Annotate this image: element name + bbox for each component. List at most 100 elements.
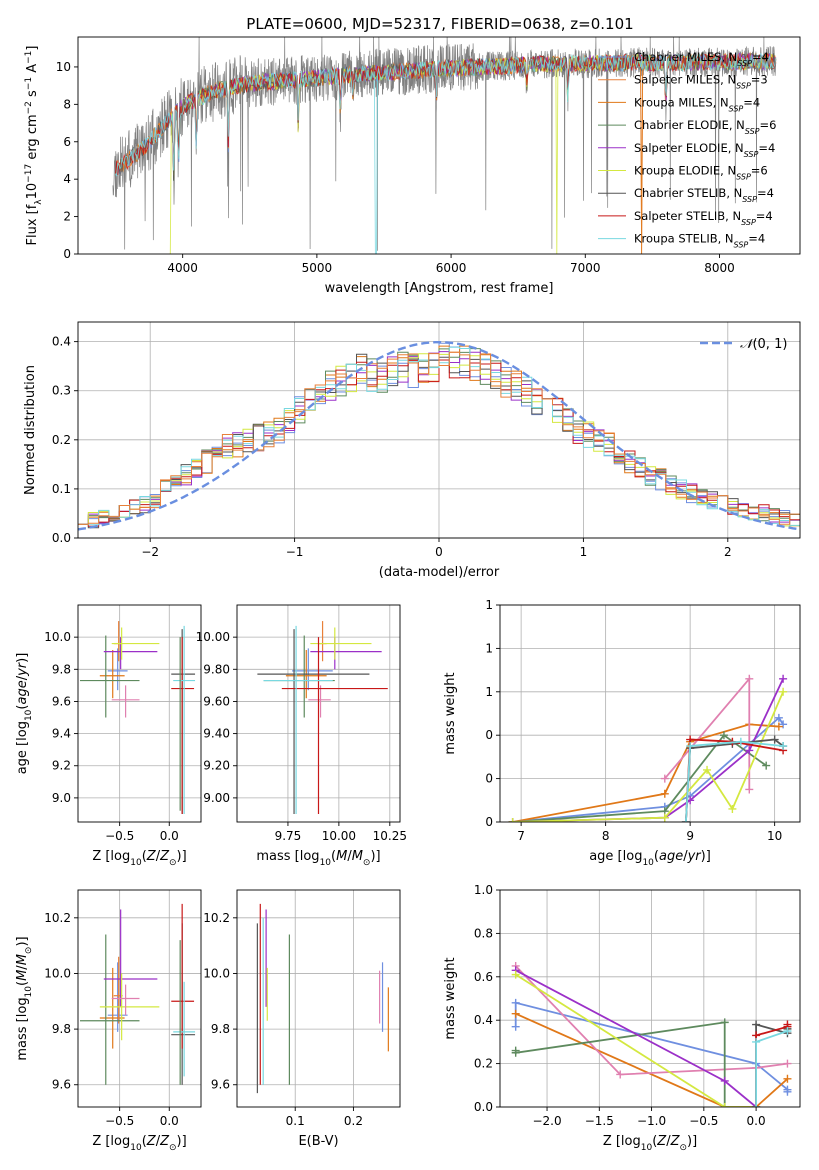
x-tick-label: 9.75 bbox=[275, 829, 302, 843]
y-tick-label: 9.40 bbox=[203, 727, 230, 741]
spectrum-title: PLATE=0600, MJD=52317, FIBERID=0638, z=0… bbox=[246, 15, 633, 33]
axes-frame bbox=[77, 604, 202, 823]
y-tick-label: 1.0 bbox=[474, 883, 493, 897]
y-tick-label: 4 bbox=[63, 172, 71, 186]
x-tick-label: 10.25 bbox=[373, 829, 407, 843]
y-tick-label: 10 bbox=[56, 60, 71, 74]
mass-weight-marker bbox=[511, 1022, 520, 1031]
x-tick-label: 9 bbox=[686, 829, 694, 843]
mass-weight-marker bbox=[779, 720, 788, 729]
y-tick-label: 0.1 bbox=[52, 482, 71, 496]
legend-normal-label: 𝒩(0, 1) bbox=[740, 337, 787, 352]
mass-weight-line bbox=[685, 740, 784, 822]
mass-weight-marker bbox=[681, 818, 690, 822]
x-axis-label: Z [log10(Z/Z⊙)] bbox=[603, 1134, 697, 1153]
legend-label: Chabrier STELIB, NSSP=4 bbox=[634, 186, 774, 204]
axes-frame bbox=[236, 604, 401, 823]
mass-weight-marker bbox=[752, 1103, 761, 1107]
mass-weight-marker bbox=[720, 1103, 729, 1107]
mass-weight-marker bbox=[660, 789, 669, 798]
mass-weight-marker bbox=[660, 774, 669, 783]
y-tick-label: 10.0 bbox=[44, 630, 71, 644]
legend-label: Kroupa ELODIE, NSSP=6 bbox=[634, 164, 768, 182]
mass-weight-line bbox=[512, 733, 767, 822]
plot-area bbox=[256, 903, 389, 1094]
x-tick-label: −2.0 bbox=[532, 1114, 561, 1128]
x-tick-label: 8 bbox=[602, 829, 610, 843]
mass-weight-marker bbox=[762, 761, 771, 770]
x-axis-label: wavelength [Angstrom, rest frame] bbox=[325, 281, 554, 296]
mass-weight-marker bbox=[686, 742, 695, 751]
y-tick-label: 9.8 bbox=[52, 1022, 71, 1036]
y-tick-label: 0 bbox=[485, 728, 493, 742]
y-tick-label: 9.4 bbox=[52, 727, 71, 741]
plot-area bbox=[511, 961, 792, 1107]
axes-frame bbox=[499, 889, 801, 1108]
y-tick-label: 0.4 bbox=[52, 335, 71, 349]
residual-histogram-salpeter-miles bbox=[78, 351, 800, 525]
x-axis-label: mass [log10(M/M⊙)] bbox=[256, 849, 380, 868]
model-spectrum-kroupa-stelib bbox=[115, 53, 777, 254]
x-tick-label: −0.5 bbox=[105, 829, 134, 843]
y-tick-label: 9.6 bbox=[52, 694, 71, 708]
x-tick-label: 0.0 bbox=[160, 1114, 179, 1128]
mass-weight-marker bbox=[752, 1020, 761, 1029]
mass-weight-marker bbox=[616, 1070, 625, 1079]
x-tick-label: 8000 bbox=[704, 261, 735, 275]
y-tick-label: 6 bbox=[63, 135, 71, 149]
mass-weight-vs-age-panel: 7 8 9 10 0 0 0 1 1 1 age [log10(age/yr)] mass weigh… bbox=[443, 598, 801, 868]
mass-weight-marker bbox=[720, 1076, 729, 1085]
mass-weight-line bbox=[512, 716, 784, 822]
mass-weight-marker bbox=[720, 1018, 729, 1027]
y-tick-label: 9.80 bbox=[203, 662, 230, 676]
x-axis-label: (data-model)/error bbox=[379, 565, 500, 580]
y-tick-label: 0.4 bbox=[474, 1013, 493, 1027]
mass-weight-marker bbox=[770, 735, 779, 744]
x-tick-label: 0.0 bbox=[747, 1114, 766, 1128]
legend-label: Chabrier ELODIE, NSSP=6 bbox=[634, 118, 776, 136]
x-axis-label: Z [log10(Z/Z⊙)] bbox=[92, 849, 186, 868]
y-tick-label: 9.6 bbox=[211, 1078, 230, 1092]
y-tick-label: 9.00 bbox=[203, 791, 230, 805]
x-tick-label: −1 bbox=[286, 545, 304, 559]
mass-weight-marker bbox=[703, 765, 712, 774]
x-tick-label: 7000 bbox=[570, 261, 601, 275]
x-tick-label: 1 bbox=[580, 545, 588, 559]
x-tick-label: −0.5 bbox=[689, 1114, 718, 1128]
y-tick-label: 0.2 bbox=[474, 1057, 493, 1071]
y-axis-label: mass [log10(M/M⊙)] bbox=[15, 936, 34, 1060]
plot-area bbox=[257, 621, 388, 814]
axes-frame bbox=[77, 321, 801, 539]
x-tick-label: −1.0 bbox=[637, 1114, 666, 1128]
x-tick-label: 0.1 bbox=[286, 1114, 305, 1128]
legend-label: Kroupa MILES, NSSP=4 bbox=[634, 95, 760, 113]
age-vs-mass-panel: 9.75 10.00 10.25 9.00 9.20 9.40 9.60 9.80 10.00 m… bbox=[196, 604, 407, 868]
legend-label: Salpeter MILES, NSSP=3 bbox=[634, 73, 768, 91]
y-tick-label: 9.6 bbox=[52, 1078, 71, 1092]
y-tick-label: 1 bbox=[485, 598, 493, 612]
x-axis-label: age [log10(age/yr)] bbox=[589, 849, 711, 868]
y-axis-label: Flux [fλ10−17 erg cm−2 s−1 A−1] bbox=[24, 46, 44, 246]
plot-area bbox=[112, 37, 777, 254]
mass-weight-line bbox=[512, 723, 779, 822]
y-tick-label: 10.0 bbox=[44, 966, 71, 980]
residual-histogram-panel: −2 −1 0 1 2 0.0 0.1 0.2 0.3 0.4 (data-model)/error… bbox=[23, 321, 801, 580]
y-tick-label: 0 bbox=[485, 815, 493, 829]
mass-weight-marker bbox=[745, 785, 754, 794]
y-tick-label: 8 bbox=[63, 97, 71, 111]
axes-frame bbox=[236, 889, 401, 1108]
y-tick-label: 0.6 bbox=[474, 970, 493, 984]
axes-frame bbox=[77, 36, 801, 255]
mass-weight-marker bbox=[779, 687, 788, 696]
mass-weight-line bbox=[515, 965, 788, 1076]
y-tick-label: 10.00 bbox=[196, 630, 230, 644]
x-tick-label: 0.0 bbox=[160, 829, 179, 843]
y-tick-label: 2 bbox=[63, 210, 71, 224]
mass-weight-marker bbox=[779, 674, 788, 683]
mass-weight-marker bbox=[783, 1059, 792, 1068]
x-tick-label: −2 bbox=[141, 545, 159, 559]
y-axis-label: Normed distribution bbox=[23, 365, 38, 495]
y-tick-label: 1 bbox=[485, 641, 493, 655]
mass-weight-marker bbox=[719, 731, 728, 740]
